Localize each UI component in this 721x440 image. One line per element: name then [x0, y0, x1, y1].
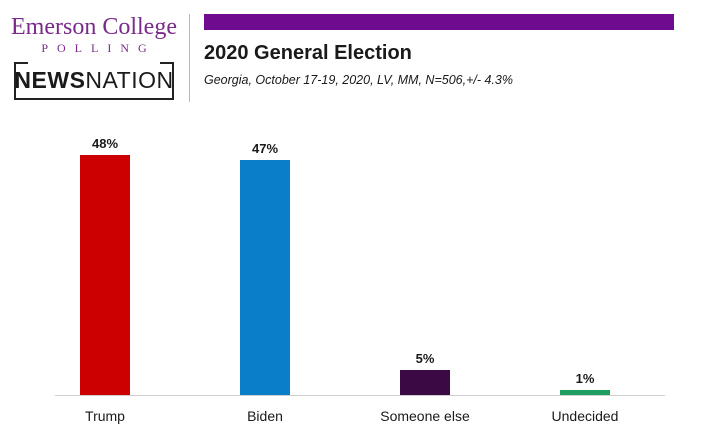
bar-someone-else: [400, 370, 450, 395]
newsnation-nation-text: NATION: [85, 66, 174, 93]
emerson-college-wordmark: Emerson College: [11, 14, 177, 40]
logo-bracket-right: [160, 62, 174, 64]
polling-wordmark: POLLING: [41, 41, 156, 55]
x-tick-label: Trump: [85, 408, 125, 424]
data-label: 47%: [252, 141, 278, 156]
newsnation-logo: NEWS NATION: [14, 62, 174, 100]
title-accent-bar: [204, 14, 674, 30]
x-tick-label: Biden: [247, 408, 283, 424]
logo-bracket-left: [14, 62, 28, 64]
data-label: 1%: [576, 371, 595, 386]
newsnation-news-text: NEWS: [14, 66, 86, 93]
chart-title: 2020 General Election: [204, 42, 412, 64]
header-divider: [189, 14, 190, 102]
chart-subtitle: Georgia, October 17-19, 2020, LV, MM, N=…: [204, 73, 513, 87]
x-tick-label: Undecided: [552, 408, 619, 424]
bar-undecided: [560, 390, 610, 395]
x-tick-label: Someone else: [380, 408, 470, 424]
data-label: 5%: [416, 351, 435, 366]
bar-trump: [80, 155, 130, 395]
bar-biden: [240, 160, 290, 395]
data-label: 48%: [92, 136, 118, 151]
